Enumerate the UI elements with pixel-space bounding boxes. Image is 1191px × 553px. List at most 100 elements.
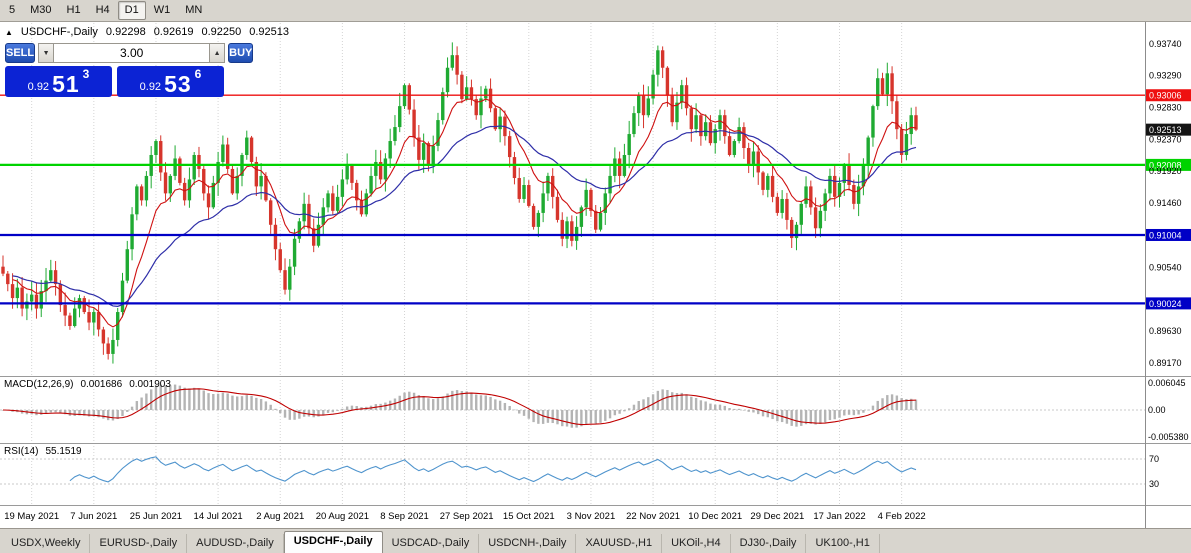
macd-panel bbox=[0, 384, 1145, 428]
one-click-trade-panel: SELL ▼ ▲ BUY 0.92 51 3 0.92 53 6 bbox=[5, 43, 254, 97]
volume-increase-button[interactable]: ▲ bbox=[209, 43, 226, 63]
symbol-marker-icon: ▲ bbox=[5, 27, 13, 37]
sell-price-pip: 3 bbox=[82, 67, 90, 81]
chart-symbol-period: USDCHF-,Daily bbox=[20, 26, 98, 38]
rsi-name: RSI(14) bbox=[4, 446, 39, 457]
tab-ukoil-h4[interactable]: UKOil-,H4 bbox=[662, 534, 731, 553]
ohlc-open: 0.92298 bbox=[105, 26, 146, 38]
svg-text:0.92513: 0.92513 bbox=[1149, 125, 1182, 135]
svg-text:19 May 2021: 19 May 2021 bbox=[4, 511, 59, 522]
svg-text:-0.005380: -0.005380 bbox=[1148, 432, 1189, 442]
svg-text:10 Dec 2021: 10 Dec 2021 bbox=[688, 511, 742, 522]
ohlc-high: 0.92619 bbox=[153, 26, 194, 38]
svg-text:0.90540: 0.90540 bbox=[1149, 262, 1182, 272]
svg-text:0.91920: 0.91920 bbox=[1149, 166, 1182, 176]
price-axis-ticks: 0.93740 0.93290 0.92830 0.92370 0.91920 0.914… bbox=[1149, 39, 1182, 368]
svg-text:29 Dec 2021: 29 Dec 2021 bbox=[750, 511, 804, 522]
timeframe-toolbar: 5 M30 H1 H4 D1 W1 MN bbox=[0, 0, 1191, 22]
tab-usdcad-daily[interactable]: USDCAD-,Daily bbox=[383, 534, 480, 553]
svg-text:0.89170: 0.89170 bbox=[1149, 358, 1182, 368]
svg-text:0.006045: 0.006045 bbox=[1148, 378, 1186, 388]
svg-text:2 Aug 2021: 2 Aug 2021 bbox=[256, 511, 304, 522]
svg-text:27 Sep 2021: 27 Sep 2021 bbox=[440, 511, 494, 522]
chart-area: 0.93006 0.92008 0.91004 0.90024 0.93740 0.932… bbox=[0, 22, 1191, 528]
ohlc-close: 0.92513 bbox=[249, 26, 289, 38]
svg-text:8 Sep 2021: 8 Sep 2021 bbox=[380, 511, 429, 522]
macd-name: MACD(12,26,9) bbox=[4, 379, 74, 390]
macd-signal-value: 0.001903 bbox=[129, 379, 171, 390]
current-price-tag: 0.92513 bbox=[1146, 123, 1191, 136]
macd-main-value: 0.001686 bbox=[80, 379, 123, 390]
candles bbox=[1, 42, 918, 364]
tab-xauusd-h1[interactable]: XAUUSD-,H1 bbox=[576, 534, 663, 553]
sell-price-base: 0.92 bbox=[27, 81, 50, 93]
svg-text:0.91460: 0.91460 bbox=[1149, 198, 1182, 208]
price-axis[interactable] bbox=[1146, 22, 1191, 506]
tab-eurusd-daily[interactable]: EURUSD-,Daily bbox=[90, 534, 188, 553]
timeframe-mn[interactable]: MN bbox=[185, 4, 203, 16]
svg-text:7 Jun 2021: 7 Jun 2021 bbox=[70, 511, 117, 522]
volume-decrease-button[interactable]: ▼ bbox=[38, 43, 55, 63]
grid-lines bbox=[31, 23, 903, 505]
svg-text:0.89630: 0.89630 bbox=[1149, 326, 1182, 336]
rsi-panel bbox=[0, 456, 1145, 485]
svg-text:4 Feb 2022: 4 Feb 2022 bbox=[878, 511, 926, 522]
timeframe-d1[interactable]: D1 bbox=[117, 1, 146, 20]
svg-text:0.91004: 0.91004 bbox=[1149, 230, 1182, 240]
time-axis[interactable] bbox=[0, 506, 1145, 528]
svg-text:0.92008: 0.92008 bbox=[1149, 160, 1182, 170]
buy-price-display[interactable]: 0.92 53 6 bbox=[117, 66, 224, 97]
timeframe-5[interactable]: 5 bbox=[9, 4, 16, 16]
sell-button[interactable]: SELL bbox=[5, 43, 36, 63]
sell-price-display[interactable]: 0.92 51 3 bbox=[5, 66, 112, 97]
symbol-tabbar: USDX,Weekly EURUSD-,Daily AUDUSD-,Daily USD… bbox=[0, 528, 1191, 553]
buy-price-big: 53 bbox=[164, 71, 192, 97]
buy-button[interactable]: BUY bbox=[228, 43, 254, 63]
svg-text:22 Nov 2021: 22 Nov 2021 bbox=[626, 511, 680, 522]
svg-text:15 Oct 2021: 15 Oct 2021 bbox=[503, 511, 555, 522]
svg-text:3 Nov 2021: 3 Nov 2021 bbox=[567, 511, 616, 522]
svg-text:14 Jul 2021: 14 Jul 2021 bbox=[194, 511, 243, 522]
tab-audusd-daily[interactable]: AUDUSD-,Daily bbox=[187, 534, 284, 553]
svg-text:0.92830: 0.92830 bbox=[1149, 103, 1182, 113]
panel-separators bbox=[0, 22, 1191, 528]
rsi-value: 55.1519 bbox=[45, 446, 82, 457]
time-axis-labels: 19 May 2021 7 Jun 2021 25 Jun 2021 14 Jul 2… bbox=[4, 511, 925, 522]
rsi-plot[interactable] bbox=[0, 445, 1145, 505]
buy-price-base: 0.92 bbox=[139, 81, 162, 93]
macd-plot[interactable] bbox=[0, 378, 1145, 443]
timeframe-h4[interactable]: H4 bbox=[95, 4, 110, 16]
timeframe-w1[interactable]: W1 bbox=[153, 4, 171, 16]
svg-text:17 Jan 2022: 17 Jan 2022 bbox=[813, 511, 865, 522]
svg-text:0.90024: 0.90024 bbox=[1149, 299, 1182, 309]
rsi-indicator-label: RSI(14) 55.1519 bbox=[4, 446, 82, 457]
sell-price-big: 51 bbox=[52, 71, 80, 97]
svg-text:0.93006: 0.93006 bbox=[1149, 91, 1182, 101]
svg-text:70: 70 bbox=[1149, 454, 1159, 464]
macd-indicator-label: MACD(12,26,9) 0.001686 0.001903 bbox=[4, 379, 171, 390]
tab-usdcnh-daily[interactable]: USDCNH-,Daily bbox=[479, 534, 577, 553]
tab-usdx-weekly[interactable]: USDX,Weekly bbox=[2, 534, 91, 553]
horizontal-level-lines[interactable]: 0.93006 0.92008 0.91004 0.90024 bbox=[0, 89, 1191, 310]
ohlc-low: 0.92250 bbox=[201, 26, 242, 38]
svg-text:20 Aug 2021: 20 Aug 2021 bbox=[316, 511, 369, 522]
svg-text:0.93740: 0.93740 bbox=[1149, 39, 1182, 49]
svg-text:0.93290: 0.93290 bbox=[1149, 70, 1182, 80]
tab-usdchf-daily[interactable]: USDCHF-,Daily bbox=[283, 531, 383, 553]
volume-input[interactable] bbox=[54, 43, 210, 63]
price-chart: 0.93006 0.92008 0.91004 0.90024 0.93740 0.932… bbox=[0, 22, 1191, 528]
svg-text:30: 30 bbox=[1149, 479, 1159, 489]
chart-ohlc-header: ▲ USDCHF-,Daily 0.92298 0.92619 0.92250 … bbox=[5, 26, 289, 38]
rsi-axis-labels: 70 30 bbox=[1149, 454, 1159, 489]
macd-axis-labels: 0.006045 0.00 -0.005380 bbox=[1148, 378, 1189, 442]
moving-averages bbox=[12, 98, 917, 328]
tab-uk100-h1[interactable]: UK100-,H1 bbox=[806, 534, 880, 553]
timeframe-m30[interactable]: M30 bbox=[30, 4, 52, 16]
tab-dj30-daily[interactable]: DJ30-,Daily bbox=[731, 534, 807, 553]
svg-text:0.00: 0.00 bbox=[1148, 405, 1166, 415]
svg-text:0.92370: 0.92370 bbox=[1149, 135, 1182, 145]
timeframe-h1[interactable]: H1 bbox=[66, 4, 81, 16]
svg-text:25 Jun 2021: 25 Jun 2021 bbox=[130, 511, 182, 522]
buy-price-pip: 6 bbox=[194, 67, 202, 81]
